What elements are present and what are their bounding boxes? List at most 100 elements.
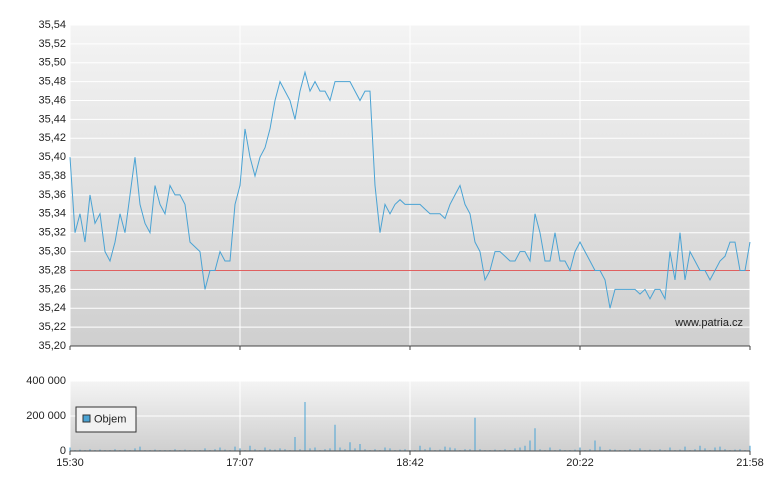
volume-bar [534, 428, 536, 451]
y-tick-label: 0 [60, 445, 66, 457]
volume-bar [124, 449, 126, 451]
volume-bar [304, 402, 306, 451]
volume-bar [264, 447, 266, 451]
volume-bar [474, 417, 476, 451]
x-tick-label: 18:42 [396, 457, 424, 469]
watermark: www.patria.cz [674, 317, 743, 329]
volume-bar [274, 449, 276, 451]
volume-bar [204, 448, 206, 451]
volume-bar [334, 424, 336, 451]
volume-bar [579, 447, 581, 451]
volume-bar [439, 449, 441, 451]
volume-bar [669, 447, 671, 451]
volume-bar [684, 446, 686, 451]
volume-bar [704, 448, 706, 451]
volume-bar [519, 447, 521, 451]
y-tick-label: 35,52 [38, 38, 66, 50]
volume-bar [424, 449, 426, 451]
y-tick-label: 35,36 [38, 189, 66, 201]
y-tick-label: 35,32 [38, 227, 66, 239]
volume-bar [174, 449, 176, 451]
volume-bar [719, 446, 721, 451]
y-tick-label: 35,26 [38, 283, 66, 295]
volume-bar [339, 447, 341, 451]
volume-bar [469, 449, 471, 451]
volume-bar [574, 449, 576, 451]
volume-bar [629, 449, 631, 451]
y-tick-label: 35,50 [38, 57, 66, 69]
volume-bar [114, 449, 116, 451]
y-tick-label: 35,46 [38, 94, 66, 106]
volume-bar [99, 449, 101, 451]
y-tick-label: 35,24 [38, 302, 66, 314]
volume-bar [609, 449, 611, 451]
y-tick-label: 35,48 [38, 76, 66, 88]
volume-bar [389, 448, 391, 451]
volume-bar [364, 449, 366, 451]
volume-bar [269, 449, 271, 451]
volume-bar [614, 449, 616, 451]
volume-bar [539, 449, 541, 451]
x-tick-label: 21:58 [736, 457, 764, 469]
volume-bar [374, 449, 376, 451]
volume-bar [724, 449, 726, 451]
volume-bar [139, 446, 141, 451]
volume-bar [219, 447, 221, 451]
volume-bar [714, 447, 716, 451]
volume-bar [494, 449, 496, 451]
volume-bar [639, 448, 641, 451]
volume-bar [294, 437, 296, 451]
volume-bar [329, 448, 331, 451]
y-tick-label: 35,22 [38, 321, 66, 333]
volume-bar [314, 447, 316, 451]
y-tick-label: 200 000 [26, 410, 66, 422]
volume-bar [454, 448, 456, 451]
volume-bar [694, 449, 696, 451]
volume-bar [184, 449, 186, 451]
volume-bar [529, 440, 531, 451]
y-tick-label: 400 000 [26, 375, 66, 387]
volume-bar [344, 449, 346, 451]
legend-label: Objem [94, 413, 126, 425]
volume-bar [699, 445, 701, 451]
volume-bar [284, 449, 286, 451]
x-tick-label: 20:22 [566, 457, 594, 469]
volume-bar [249, 445, 251, 451]
y-tick-label: 35,40 [38, 151, 66, 163]
volume-bar [464, 449, 466, 451]
y-tick-label: 35,34 [38, 208, 66, 220]
volume-bar [299, 449, 301, 451]
y-tick-label: 35,28 [38, 264, 66, 276]
price-line [69, 70, 751, 309]
volume-bar [594, 440, 596, 451]
y-tick-label: 35,54 [38, 19, 66, 31]
volume-bar [89, 449, 91, 451]
y-tick-label: 35,30 [38, 245, 66, 257]
y-tick-label: 35,42 [38, 132, 66, 144]
volume-bar [549, 447, 551, 451]
volume-bar [359, 444, 361, 451]
x-tick-label: 15:30 [56, 457, 84, 469]
volume-bar [404, 449, 406, 451]
y-tick-label: 35,44 [38, 113, 66, 125]
volume-bar [234, 446, 236, 451]
volume-bar [739, 449, 741, 451]
volume-bar [154, 449, 156, 451]
volume-bar [349, 442, 351, 451]
volume-bar [659, 449, 661, 451]
volume-bar [589, 449, 591, 451]
volume-bar [524, 445, 526, 451]
volume-bar [749, 445, 751, 451]
volume-bar [649, 449, 651, 451]
y-tick-label: 35,38 [38, 170, 66, 182]
volume-bar [449, 447, 451, 451]
volume-bar [679, 449, 681, 451]
volume-bar [309, 448, 311, 451]
volume-bar [479, 449, 481, 451]
volume-bar [429, 447, 431, 451]
volume-bar [324, 449, 326, 451]
volume-bar [559, 449, 561, 451]
volume-bar [354, 448, 356, 451]
volume-bar [214, 449, 216, 451]
